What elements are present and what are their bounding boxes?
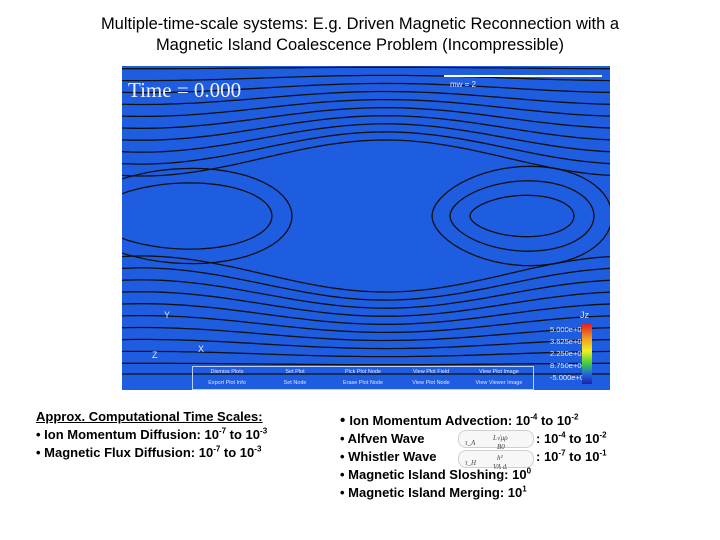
field-line (122, 350, 610, 358)
legend-values: 5.000e+01 3.625e+01 2.250e+01 8.750e+00 … (550, 324, 589, 384)
time-scale-item: • Magnetic Flux Diffusion: 10-7 to 10-3 (36, 444, 262, 460)
control-set-node[interactable]: Set Node (283, 380, 307, 386)
field-line (122, 90, 610, 106)
whistler-time-formula: τ_H h² VA dᵢ (458, 450, 534, 471)
legend-value: 2.250e+01 (550, 349, 586, 358)
magnetic-field-lines (122, 66, 610, 375)
control-set-plot[interactable]: Set Plot (285, 369, 305, 375)
legend-value: 3.625e+01 (550, 337, 586, 346)
simulation-visualization: Time = 0.000 mw = 2 Y X Z Jz 5.000e+01 3… (122, 66, 610, 390)
color-scale-bar (582, 324, 592, 384)
field-line (122, 139, 610, 177)
legend-variable-label: Jz (580, 310, 589, 320)
scale-bar (444, 75, 602, 77)
field-line (122, 267, 610, 301)
viewer-control-panel: Dismiss Plots Set Plot Pick Plot Node Vi… (192, 366, 534, 390)
time-scales-right-block: • Ion Momentum Advection: 10-4 to 10-2 •… (340, 412, 607, 502)
control-erase-plot-node[interactable]: Erase Plot Node (342, 380, 384, 386)
field-line (122, 98, 610, 118)
field-line (122, 279, 610, 309)
field-line (122, 303, 610, 325)
time-scale-item: • Ion Momentum Advection: 10-4 to 10-2 (340, 412, 579, 429)
field-line (122, 82, 610, 94)
time-scale-item: • Magnetic Island Sloshing: 100 (340, 466, 532, 482)
island-contour (449, 180, 595, 252)
island-contour (469, 194, 575, 238)
field-line (122, 326, 610, 342)
time-scales-left-block: Approx. Computational Time Scales: • Ion… (36, 408, 267, 462)
slide-title-line1: Multiple-time-scale systems: E.g. Driven… (100, 15, 620, 33)
field-line (122, 115, 610, 141)
field-line (122, 255, 610, 293)
control-dismiss-plots[interactable]: Dismiss Plots (210, 369, 244, 375)
island-contour (431, 165, 610, 267)
control-pick-plot-node[interactable]: Pick Plot Node (344, 369, 382, 375)
field-line (122, 338, 610, 350)
time-scale-item: • Whistler Wave : 10-7 to 10-1 τ_H h² VA… (340, 448, 607, 471)
axis-x-label: X (198, 344, 205, 354)
time-scale-item: • Ion Momentum Diffusion: 10-7 to 10-3 (36, 426, 268, 442)
legend-value: 5.000e+01 (550, 325, 586, 334)
legend-value: -5.000e+00 (550, 373, 589, 382)
control-view-viewer-image[interactable]: View Viewer Image (475, 380, 523, 386)
axis-z-label: Z (152, 350, 158, 360)
time-label: Time = 0.000 (128, 78, 242, 102)
field-line (122, 291, 610, 317)
island-contour (122, 167, 293, 265)
time-scales-heading: Approx. Computational Time Scales: (36, 409, 263, 424)
slide-title: Multiple-time-scale systems: E.g. Driven… (0, 14, 720, 56)
field-line (122, 314, 610, 334)
control-view-plot-image[interactable]: View Plot Image (479, 369, 519, 375)
alfven-time-formula: τ_A L√μρ B0 (458, 430, 534, 451)
field-line (122, 362, 610, 366)
field-line (122, 74, 610, 82)
control-export-plot-info[interactable]: Export Plot Info (208, 380, 246, 386)
field-line (122, 107, 610, 129)
axis-y-label: Y (164, 310, 171, 320)
field-line (122, 131, 610, 165)
time-scale-item: • Magnetic Island Merging: 101 (340, 484, 527, 500)
time-scale-item: • Alfven Wave : 10-4 to 10-2 τ_A L√μρ B0 (340, 430, 607, 451)
island-contour (122, 182, 273, 250)
legend-value: 8.750e+00 (550, 361, 586, 370)
slide-title-line2: Magnetic Island Coalescence Problem (Inc… (155, 36, 565, 54)
scale-label: mw = 2 (450, 80, 477, 89)
control-view-plot-field[interactable]: View Plot Field (412, 369, 450, 375)
field-line (122, 66, 610, 70)
control-view-plot-node[interactable]: View Plot Node (412, 380, 450, 386)
field-line (122, 123, 610, 153)
